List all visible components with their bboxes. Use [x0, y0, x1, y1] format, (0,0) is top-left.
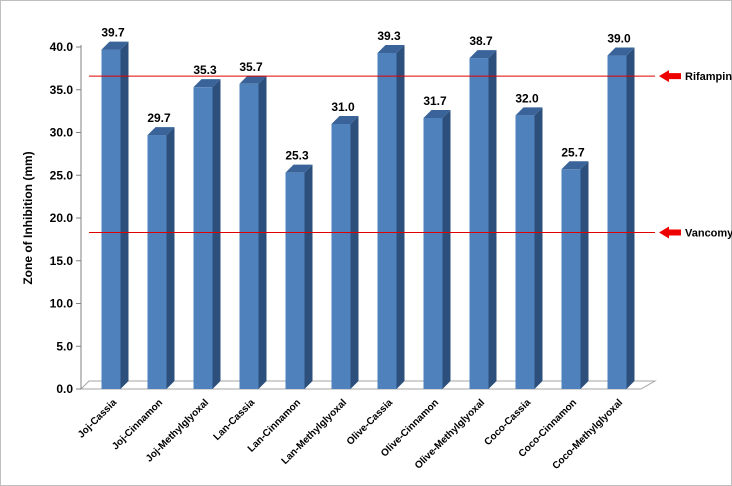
bar-top — [377, 44, 405, 53]
data-label: 39.7 — [101, 26, 125, 40]
bar-front — [101, 49, 121, 389]
bar-side — [626, 47, 635, 390]
y-tick-label: 0.0 — [56, 382, 73, 396]
bar-side — [350, 115, 359, 389]
y-tick-label: 25.0 — [50, 168, 74, 182]
axes: 0.0 5.0 10.0 15.0 20.0 25.0 30.0 35.0 40.0 — [50, 40, 657, 396]
bar-side — [120, 41, 129, 389]
bar-top — [239, 75, 267, 84]
y-tick-label: 40.0 — [50, 40, 74, 54]
bar-front — [193, 87, 213, 389]
bar-side — [396, 44, 405, 390]
y-tick-label: 30.0 — [50, 126, 74, 140]
bar — [285, 164, 313, 389]
data-label: 29.7 — [147, 111, 171, 125]
data-labels: 39.7 29.7 35.3 35.7 25.3 31.0 39.3 31.7 38.7 32.0… — [101, 26, 631, 163]
data-label: 39.3 — [377, 29, 401, 43]
bar-top — [561, 161, 589, 170]
data-label: 39.0 — [607, 32, 631, 46]
bar-top — [331, 115, 359, 124]
floor — [79, 380, 657, 390]
bar — [515, 107, 543, 390]
bar-top — [423, 109, 451, 118]
y-tick-label: 5.0 — [56, 339, 73, 353]
data-label: 31.7 — [423, 94, 447, 108]
data-label: 31.0 — [331, 100, 355, 114]
bar — [239, 75, 267, 389]
bar-top — [607, 47, 635, 56]
bar-side — [304, 164, 313, 389]
bar-top — [101, 41, 129, 50]
data-label: 38.7 — [469, 34, 493, 48]
bar-top — [193, 79, 221, 88]
data-label: 25.7 — [561, 145, 585, 159]
y-tick-label: 35.0 — [50, 83, 74, 97]
bar-side — [534, 107, 543, 390]
bar-front — [515, 115, 535, 390]
bar-front — [423, 117, 443, 389]
y-tick-label: 15.0 — [50, 254, 74, 268]
bar — [331, 115, 359, 389]
bar-side — [442, 109, 451, 389]
bar — [561, 161, 589, 389]
bar — [147, 127, 175, 389]
bar — [101, 41, 129, 389]
data-label: 25.3 — [285, 149, 309, 163]
bar-front — [377, 52, 397, 390]
bar-side — [166, 127, 175, 389]
bar-front — [285, 172, 305, 389]
bar-front — [331, 123, 351, 389]
bar-top — [147, 127, 175, 136]
bar-front — [607, 55, 627, 390]
data-label: 32.0 — [515, 91, 539, 105]
reference-lines: Rifampin Vancomycin — [89, 70, 732, 240]
bar-side — [488, 50, 497, 390]
reference-label: Rifampin — [685, 71, 732, 83]
bar-front — [239, 83, 259, 389]
bar-front — [561, 169, 581, 389]
bars — [101, 41, 635, 390]
reference-arrow — [659, 70, 681, 83]
bar — [193, 79, 221, 389]
bar-top — [469, 50, 497, 59]
y-tick-label: 20.0 — [50, 211, 74, 225]
bar-side — [580, 161, 589, 389]
bar-front — [147, 135, 167, 389]
bar — [377, 44, 405, 390]
y-tick-label: 10.0 — [50, 297, 74, 311]
reference-label: Vancomycin — [685, 228, 732, 240]
bar-top — [515, 107, 543, 116]
bar-side — [212, 79, 221, 389]
bar — [469, 50, 497, 390]
bar-front — [469, 58, 489, 390]
y-axis-title: Zone of Inhibition (mm) — [21, 151, 35, 284]
data-label: 35.3 — [193, 63, 217, 77]
bar — [423, 109, 451, 389]
bar-top — [285, 164, 313, 173]
reference-arrow — [659, 226, 681, 239]
data-label: 35.7 — [239, 60, 263, 74]
bar — [607, 47, 635, 390]
